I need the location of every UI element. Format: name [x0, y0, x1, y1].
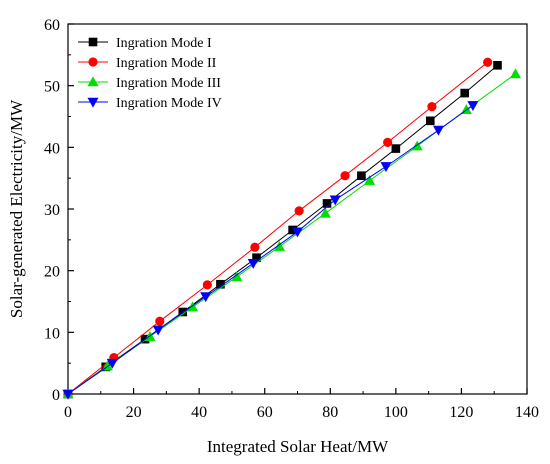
legend-label: Ingration Mode IV	[116, 96, 222, 111]
x-axis-title: Integrated Solar Heat/MW	[207, 437, 389, 456]
legend-marker	[88, 57, 98, 67]
x-tick-label: 140	[515, 404, 539, 421]
y-tick-label: 20	[44, 264, 60, 281]
data-point	[340, 171, 350, 181]
data-point	[178, 307, 188, 317]
series-2	[63, 57, 493, 399]
data-point	[202, 280, 212, 290]
data-point	[106, 358, 118, 369]
legend: Ingration Mode I Ingration Mode II Ingrati…	[78, 36, 222, 111]
legend-marker	[88, 37, 98, 47]
data-point	[427, 102, 437, 112]
data-point	[231, 271, 243, 282]
y-tick-label: 10	[44, 325, 60, 342]
legend-label: Ingration Mode III	[116, 76, 221, 91]
series-layer	[62, 57, 522, 400]
series-line	[67, 64, 498, 395]
data-point	[200, 292, 212, 303]
data-point	[391, 144, 401, 153]
data-point	[425, 116, 435, 126]
series-line	[67, 61, 489, 395]
x-tick-label: 0	[64, 404, 72, 421]
legend-marker	[87, 76, 99, 87]
data-point	[467, 101, 479, 112]
data-point	[329, 195, 341, 206]
legend-marker	[87, 97, 99, 108]
legend-item: Ingration Mode III	[78, 76, 221, 91]
data-point	[155, 316, 165, 326]
data-point	[383, 137, 393, 147]
x-axis: 0 20 40 60 80 100 120 140	[64, 388, 539, 421]
x-tick-label: 100	[384, 404, 408, 421]
y-tick-label: 60	[44, 17, 60, 34]
data-point	[291, 227, 304, 238]
data-point	[357, 171, 366, 180]
data-point	[460, 88, 470, 98]
data-point	[411, 140, 423, 151]
legend-label: Ingration Mode I	[116, 36, 212, 51]
data-point	[483, 57, 493, 67]
x-tick-label: 120	[449, 404, 473, 421]
data-point	[62, 389, 74, 400]
x-tick-label: 60	[257, 404, 273, 421]
x-tick-label: 80	[322, 404, 338, 421]
data-point	[247, 258, 259, 269]
data-point	[493, 61, 502, 70]
y-tick-label: 30	[44, 202, 60, 219]
series-1	[63, 61, 502, 399]
data-point	[510, 68, 522, 79]
data-point	[250, 242, 260, 252]
y-axis: 0 10 20 30 40 50 60	[44, 17, 74, 404]
data-point	[380, 162, 392, 173]
y-tick-label: 0	[52, 387, 60, 404]
y-tick-label: 40	[44, 140, 60, 157]
legend-item: Ingration Mode I	[78, 36, 212, 51]
legend-item: Ingration Mode IV	[78, 96, 222, 111]
x-tick-label: 40	[191, 404, 207, 421]
data-point	[319, 207, 331, 218]
y-axis-title: Solar-generated Electricity/MW	[7, 99, 26, 318]
x-tick-label: 20	[126, 404, 142, 421]
data-point	[187, 301, 199, 312]
data-point	[152, 325, 164, 336]
y-tick-label: 50	[44, 79, 60, 96]
legend-item: Ingration Mode II	[78, 56, 217, 71]
data-point	[364, 175, 376, 185]
data-point	[294, 206, 304, 216]
legend-label: Ingration Mode II	[116, 56, 217, 71]
series-4	[62, 101, 479, 400]
series-line	[67, 104, 474, 395]
data-point	[432, 125, 444, 136]
